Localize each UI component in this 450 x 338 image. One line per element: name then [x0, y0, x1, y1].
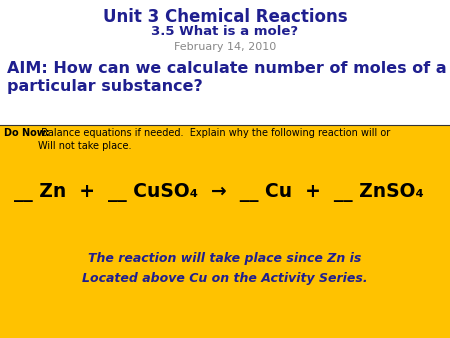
Text: February 14, 2010: February 14, 2010	[174, 42, 276, 52]
Text: Unit 3 Chemical Reactions: Unit 3 Chemical Reactions	[103, 8, 347, 26]
Bar	[0, 125, 450, 338]
Text: Located above Cu on the Activity Series.: Located above Cu on the Activity Series.	[82, 272, 368, 285]
Text: Do Now:: Do Now:	[4, 128, 50, 138]
Text: __ Zn  +  __ CuSO₄  →  __ Cu  +  __ ZnSO₄: __ Zn + __ CuSO₄ → __ Cu + __ ZnSO₄	[14, 183, 423, 201]
Text: The reaction will take place since Zn is: The reaction will take place since Zn is	[88, 252, 362, 265]
Text: 3.5 What is a mole?: 3.5 What is a mole?	[152, 25, 298, 38]
Text: Balance equations if needed.  Explain why the following reaction will or
Will no: Balance equations if needed. Explain why…	[38, 128, 391, 151]
Text: AIM: How can we calculate number of moles of a
particular substance?: AIM: How can we calculate number of mole…	[7, 61, 446, 94]
Bar	[0, 0, 450, 125]
